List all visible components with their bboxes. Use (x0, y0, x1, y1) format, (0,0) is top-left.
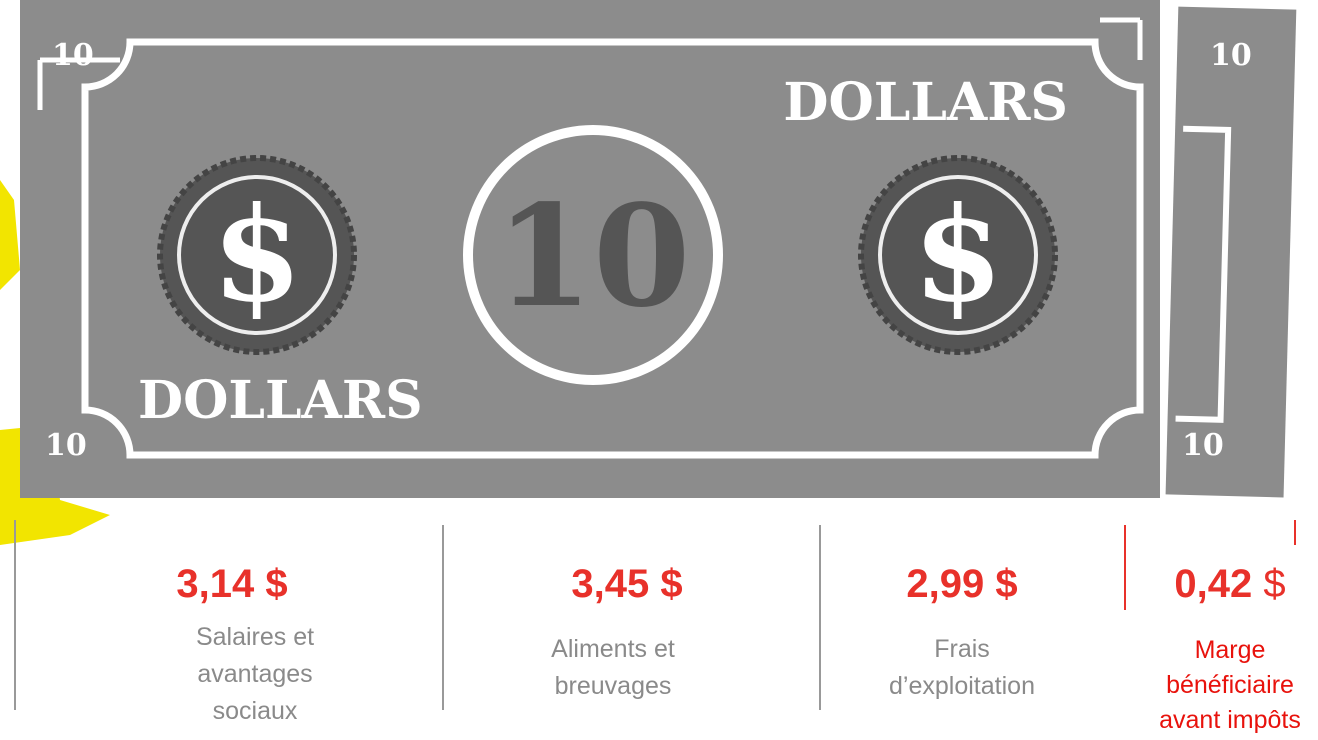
item-label: bénéficiaire (1166, 671, 1294, 699)
item-label: avant impôts (1159, 706, 1301, 734)
bill-word: DOLLARS (138, 370, 423, 431)
dollar-symbol: $ (212, 178, 302, 331)
item-label: d’exploitation (889, 672, 1035, 700)
item-label: Marge (1195, 636, 1266, 664)
item-label: avantages (197, 660, 312, 688)
amount: 0,42 $ (1174, 562, 1285, 606)
amount-unit: $ (660, 562, 682, 606)
amount: 3,45 $ (571, 562, 682, 606)
infographic: 10 10 10 10 DOLLARS DOLLARS 10 $ $ 3,14 … (0, 0, 1318, 740)
dollar-symbol: $ (913, 178, 1003, 331)
amount-unit: $ (265, 562, 287, 606)
amount-unit: $ (995, 562, 1017, 606)
amount-value: 3,14 (176, 562, 255, 606)
page: 10 10 10 10 DOLLARS DOLLARS 10 $ $ 3,14 … (0, 0, 1318, 740)
items: 3,14 $ Salaires et avantages sociaux 3,45 $ A… (176, 562, 1300, 734)
amount-value: 2,99 (906, 562, 984, 606)
corner-label: 10 (1210, 38, 1252, 73)
item-label: sociaux (213, 697, 298, 725)
item-label: breuvages (555, 672, 672, 700)
item-label: Aliments et (551, 635, 675, 663)
item-label: Salaires et (196, 623, 314, 651)
amount-value: 3,45 (571, 562, 649, 606)
corner-label: 10 (1182, 428, 1224, 463)
amount-unit: $ (1263, 562, 1285, 606)
denomination: 10 (496, 175, 691, 339)
amount: 3,14 $ (176, 562, 287, 606)
bill-word: DOLLARS (783, 72, 1068, 133)
item-label: Frais (934, 635, 990, 663)
amount: 2,99 $ (906, 562, 1017, 606)
corner-label: 10 (45, 428, 87, 463)
amount-value: 0,42 (1174, 562, 1252, 606)
corner-label: 10 (52, 38, 94, 73)
